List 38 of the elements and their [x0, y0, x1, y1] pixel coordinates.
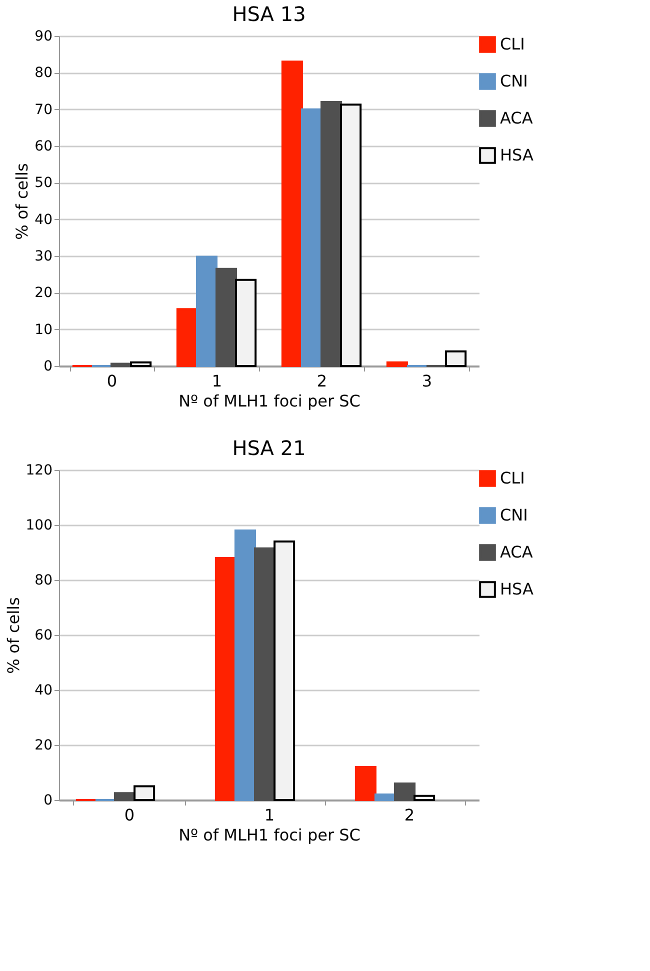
y-tick-label: 80 — [34, 572, 52, 588]
y-tick-label: 100 — [26, 518, 52, 534]
y-tick-label: 60 — [34, 138, 52, 154]
y-tick-label: 0 — [44, 792, 52, 808]
y-tick-label: 10 — [34, 322, 52, 338]
chart-title: HSA 21 — [232, 436, 306, 460]
legend-label: ACA — [500, 108, 533, 128]
legend-label: HSA — [500, 580, 534, 598]
y-axis-title: % of cells — [4, 597, 23, 674]
y-tick-label: 60 — [34, 628, 52, 644]
legend-label: CNI — [500, 72, 528, 90]
x-tick-label: 2 — [316, 372, 328, 390]
y-tick-label: 80 — [34, 65, 52, 82]
legend-label: ACA — [500, 542, 533, 562]
x-axis-title: Nº of MLH1 foci per SC — [178, 826, 360, 844]
y-tick-label: 40 — [34, 212, 52, 228]
x-tick-label: 1 — [212, 372, 222, 390]
y-tick-label: 0 — [44, 358, 52, 374]
y-tick-label: 30 — [34, 248, 52, 264]
chart-title: HSA 13 — [232, 2, 306, 26]
x-tick-label: 2 — [404, 806, 415, 824]
y-tick-label: 90 — [34, 28, 52, 44]
x-tick-label: 0 — [124, 806, 135, 824]
y-tick-label: 40 — [34, 682, 52, 698]
y-tick-label: 120 — [26, 462, 52, 478]
x-tick-label: 1 — [264, 806, 275, 824]
legend-label: CLI — [500, 34, 525, 54]
x-axis-title: Nº of MLH1 foci per SC — [178, 392, 360, 410]
y-tick-label: 70 — [34, 102, 52, 118]
x-tick-label: 0 — [106, 372, 118, 390]
y-tick-label: 20 — [34, 285, 52, 302]
legend-label: HSA — [500, 146, 534, 164]
y-tick-label: 20 — [34, 738, 52, 754]
x-tick-label: 3 — [422, 372, 432, 390]
y-tick-label: 50 — [34, 175, 52, 192]
y-axis-title: % of cells — [12, 163, 32, 240]
legend-label: CNI — [500, 506, 528, 524]
legend-label: CLI — [500, 468, 525, 488]
